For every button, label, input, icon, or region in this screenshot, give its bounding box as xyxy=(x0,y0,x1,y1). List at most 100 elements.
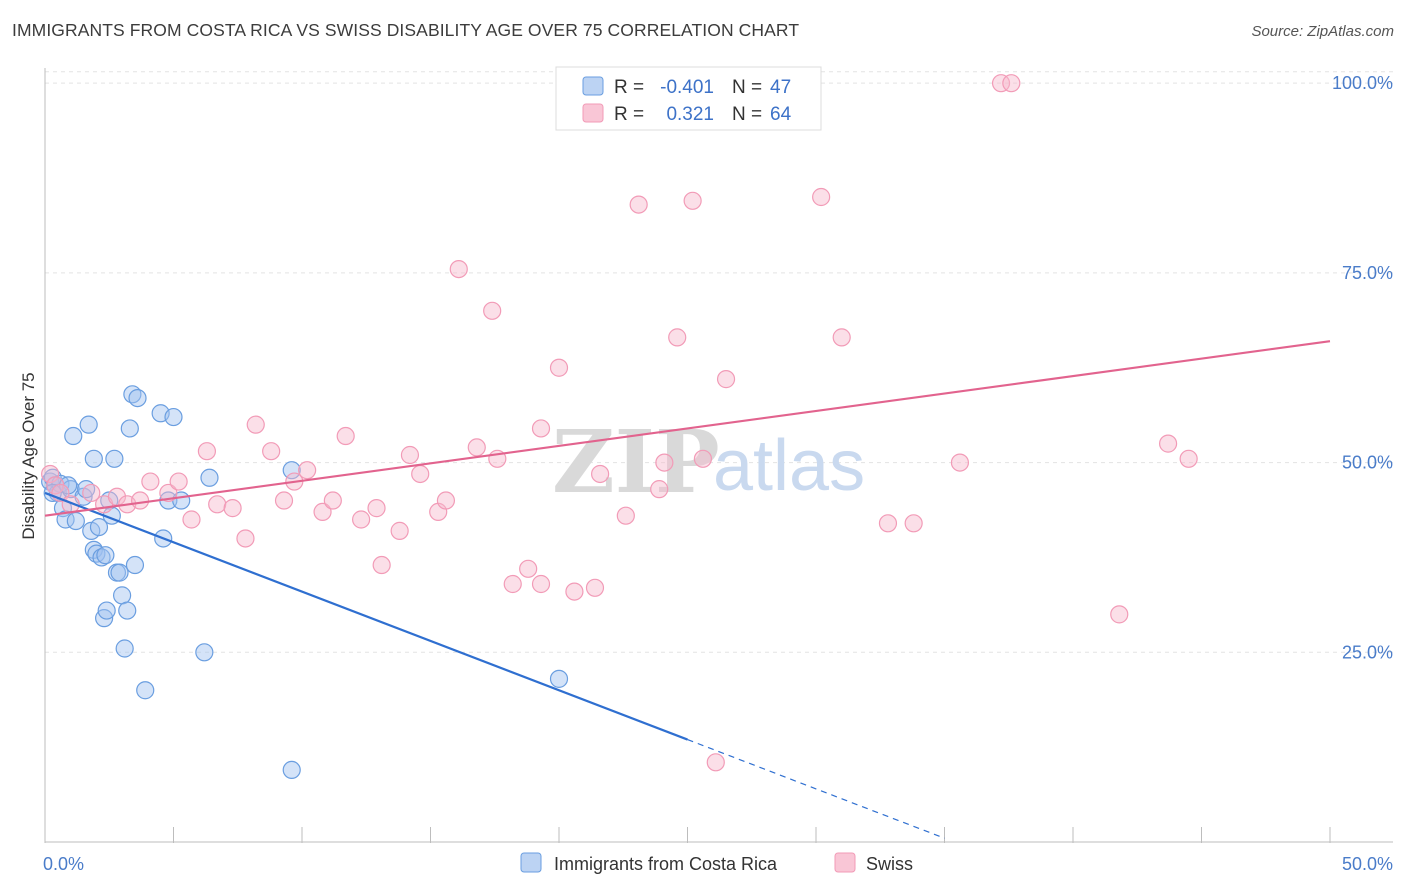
data-point xyxy=(120,419,139,438)
data-point xyxy=(483,301,502,320)
axes xyxy=(44,68,1393,843)
data-point xyxy=(200,468,219,487)
data-point xyxy=(716,370,736,389)
data-point xyxy=(164,407,183,427)
data-point xyxy=(878,514,898,533)
series-legend-label-pink: Swiss xyxy=(866,854,913,874)
legend-r-label-2: R = xyxy=(614,104,644,125)
data-point xyxy=(549,669,569,688)
data-point xyxy=(112,586,132,605)
series-legend: Immigrants from Costa Rica Swiss xyxy=(520,852,913,874)
data-point xyxy=(336,426,355,446)
y-axis-label: Disability Age Over 75 xyxy=(19,372,38,539)
data-point xyxy=(372,555,391,575)
data-point xyxy=(208,495,227,514)
data-point xyxy=(503,574,522,594)
data-point xyxy=(110,563,129,582)
data-point xyxy=(141,472,160,491)
data-point xyxy=(105,449,124,468)
data-point xyxy=(118,601,137,620)
data-point xyxy=(84,449,103,468)
source-label: Source: ZipAtlas.com xyxy=(1251,23,1394,40)
series-legend-label-blue: Immigrants from Costa Rica xyxy=(554,854,778,874)
data-point xyxy=(313,502,332,522)
tick-labels: 25.0% 50.0% 75.0% 100.0% 0.0% 50.0% xyxy=(43,73,1393,874)
data-point xyxy=(585,578,605,597)
trend-line-costa-rica-extension xyxy=(687,738,945,839)
data-point xyxy=(693,449,713,468)
y-tick-label: 25.0% xyxy=(1342,642,1393,662)
data-point xyxy=(411,464,430,484)
legend-swatch-pink xyxy=(582,103,604,123)
trend-line-swiss xyxy=(44,340,1331,517)
data-point xyxy=(136,681,155,700)
grid xyxy=(45,71,1393,653)
y-tick-label: 75.0% xyxy=(1342,263,1393,283)
data-point xyxy=(169,472,188,491)
data-point xyxy=(282,461,301,480)
correlation-legend: R = -0.401 N = 47 R = 0.321 N = 64 xyxy=(555,66,822,131)
data-point xyxy=(246,415,265,434)
data-point xyxy=(565,582,584,601)
data-point xyxy=(159,483,178,503)
data-point xyxy=(236,529,255,548)
data-point xyxy=(66,511,85,531)
data-point xyxy=(549,358,569,377)
data-point xyxy=(262,442,281,461)
data-point xyxy=(97,601,116,620)
data-point xyxy=(449,259,468,279)
data-point xyxy=(59,476,78,495)
series-legend-swatch-pink xyxy=(834,852,856,873)
data-point xyxy=(89,517,109,537)
data-point xyxy=(1110,605,1129,624)
data-point xyxy=(706,753,725,772)
data-point xyxy=(467,438,486,457)
legend-n-label-2: N = xyxy=(732,104,762,125)
legend-n-label-1: N = xyxy=(732,77,762,98)
legend-r-value-2: 0.321 xyxy=(666,104,714,125)
data-point xyxy=(96,546,115,565)
data-point xyxy=(400,445,420,465)
data-point xyxy=(904,514,923,533)
data-point xyxy=(223,499,242,518)
data-point xyxy=(128,388,147,408)
chart-title: IMMIGRANTS FROM COSTA RICA VS SWISS DISA… xyxy=(12,20,800,40)
data-point xyxy=(812,187,831,207)
data-point xyxy=(1002,74,1021,93)
data-point xyxy=(531,419,551,438)
data-point xyxy=(130,491,150,510)
legend-swatch-blue xyxy=(582,76,604,96)
data-point xyxy=(352,510,371,529)
data-point xyxy=(519,559,538,578)
data-point xyxy=(115,639,134,658)
data-point xyxy=(390,521,409,540)
x-tick-label-end: 50.0% xyxy=(1342,854,1393,874)
data-point xyxy=(125,555,145,575)
legend-n-value-1: 47 xyxy=(770,77,791,98)
data-point xyxy=(591,464,610,484)
data-point xyxy=(82,483,101,503)
trend-lines xyxy=(44,340,1331,839)
data-point xyxy=(616,506,635,525)
data-point xyxy=(282,760,301,780)
legend-n-value-2: 64 xyxy=(770,104,792,125)
legend-r-value-1: -0.401 xyxy=(660,77,714,98)
data-point xyxy=(655,453,674,472)
data-point xyxy=(64,426,83,446)
data-point xyxy=(323,491,342,510)
data-point xyxy=(436,491,456,510)
data-point xyxy=(832,328,851,347)
data-point xyxy=(683,191,702,210)
legend-r-label-1: R = xyxy=(614,77,644,98)
data-point xyxy=(950,453,970,472)
series-legend-swatch-blue xyxy=(520,852,542,873)
data-point xyxy=(991,74,1011,93)
x-tick-label-start: 0.0% xyxy=(43,854,84,874)
watermark-atlas: atlas xyxy=(713,426,865,506)
data-point xyxy=(1179,449,1198,468)
data-point xyxy=(197,442,217,461)
data-point xyxy=(650,480,669,499)
data-point xyxy=(274,491,294,510)
data-point xyxy=(668,328,687,347)
